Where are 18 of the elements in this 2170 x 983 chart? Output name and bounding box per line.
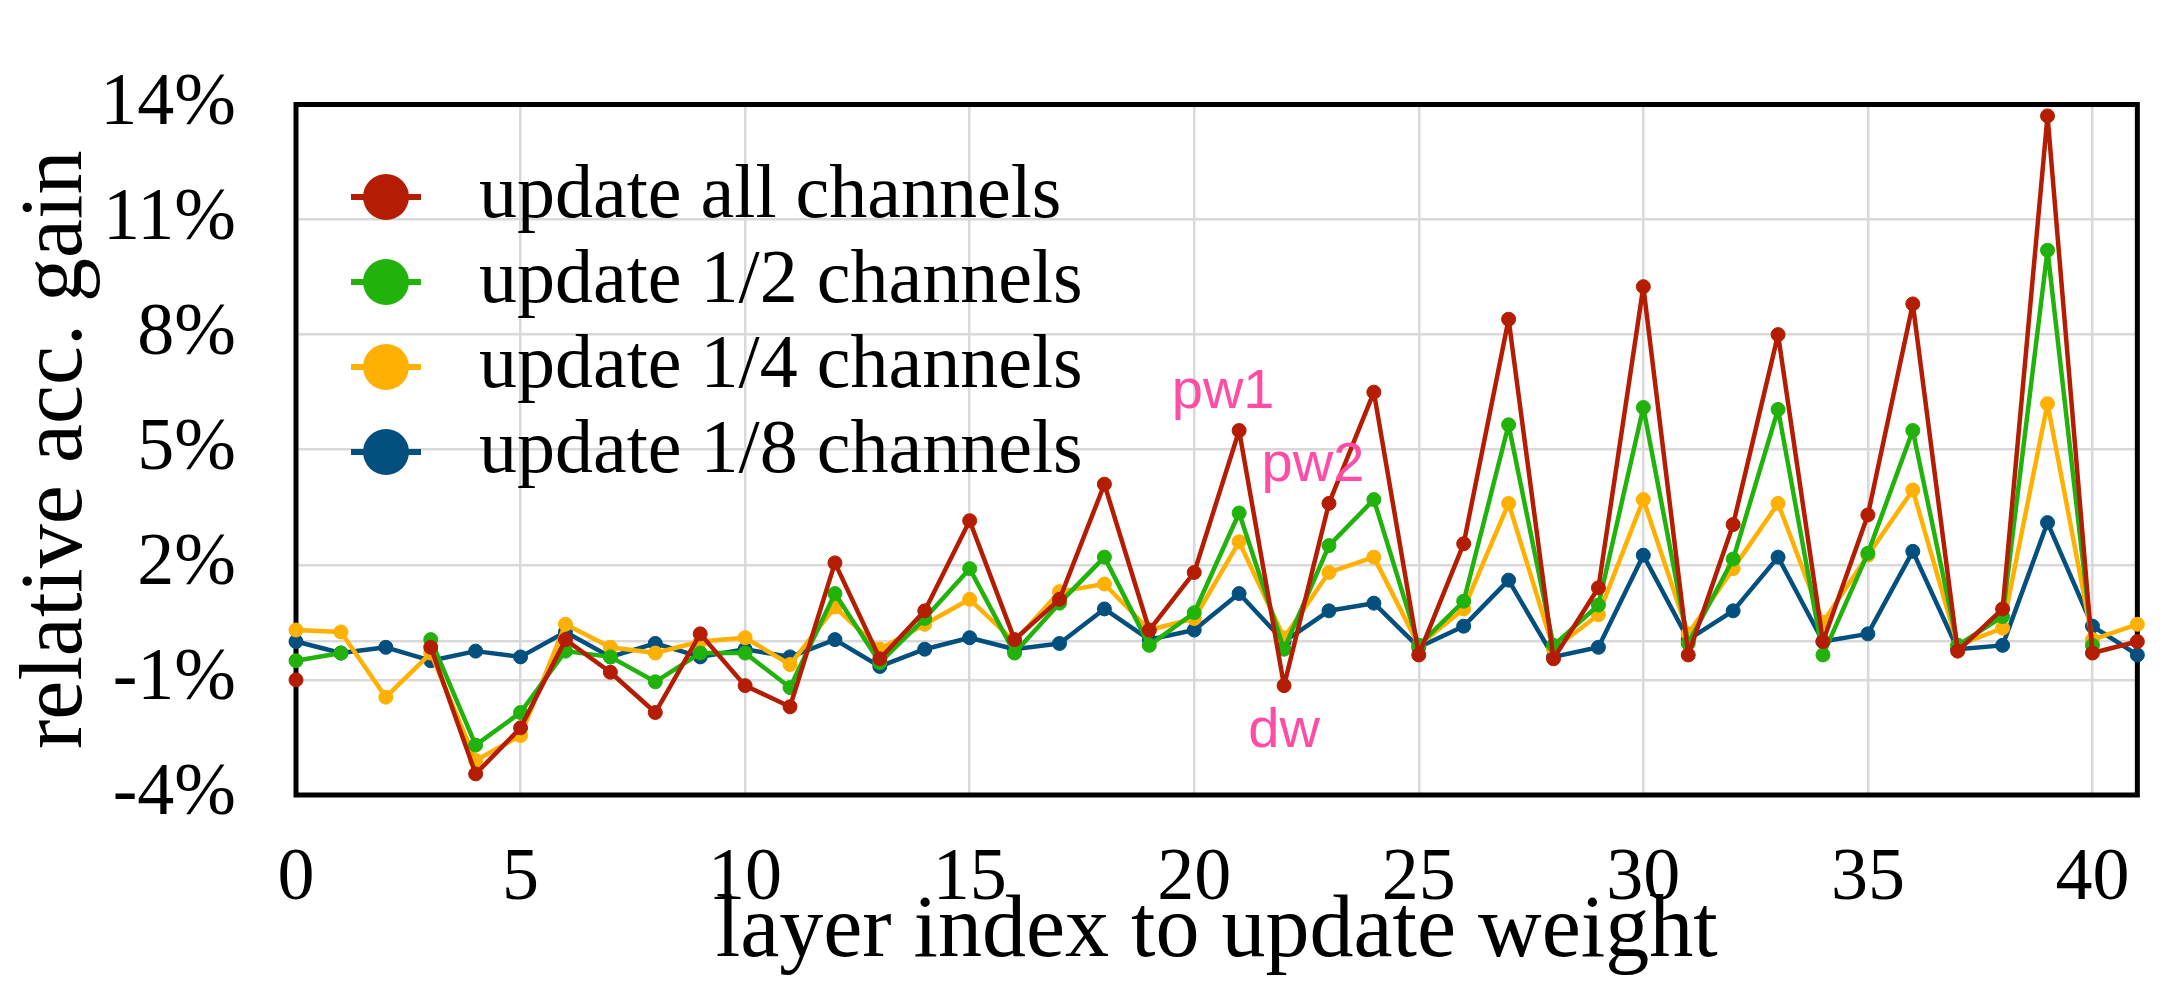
y-axis-title: relative acc. gain xyxy=(3,150,101,749)
legend-label: update 1/8 channels xyxy=(479,403,1083,488)
x-tick-label: 5 xyxy=(502,832,540,915)
y-tick-label: 5% xyxy=(137,403,236,486)
y-tick-label: 2% xyxy=(137,518,236,601)
y-tick-label: 14% xyxy=(100,57,236,140)
y-tick-label: -1% xyxy=(112,633,236,716)
y-tick-label: 11% xyxy=(103,172,236,255)
annotation: dw xyxy=(1248,696,1321,760)
y-tick-label: -4% xyxy=(112,748,236,831)
legend-label: update 1/4 channels xyxy=(479,318,1083,403)
legend-label: update 1/2 channels xyxy=(479,233,1083,318)
y-tick-label: 8% xyxy=(137,288,236,371)
x-tick-label: 0 xyxy=(277,832,315,915)
annotation: pw1 xyxy=(1171,356,1275,420)
legend-label: update all channels xyxy=(479,148,1062,233)
x-tick-label: 35 xyxy=(1830,832,1905,915)
x-tick-label: 40 xyxy=(2055,832,2130,915)
